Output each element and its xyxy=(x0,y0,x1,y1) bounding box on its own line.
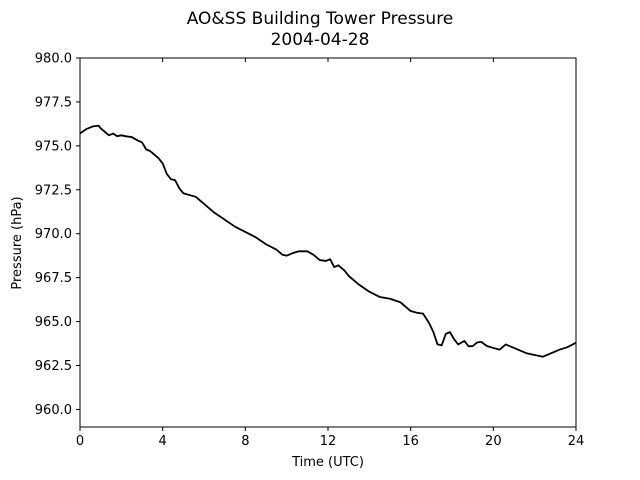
y-tick-label: 975.0 xyxy=(35,139,72,154)
x-tick-label: 12 xyxy=(320,434,337,449)
x-tick-label: 8 xyxy=(241,434,249,449)
y-tick-label: 980.0 xyxy=(35,52,72,67)
x-axis-label: Time (UTC) xyxy=(291,455,364,470)
x-tick-label: 20 xyxy=(485,434,502,449)
y-tick-label: 970.0 xyxy=(35,227,72,242)
y-tick-label: 967.5 xyxy=(35,271,72,286)
x-tick-label: 24 xyxy=(568,434,585,449)
y-tick-label: 965.0 xyxy=(35,315,72,330)
chart-title: AO&SS Building Tower Pressure xyxy=(187,9,454,29)
y-tick-label: 960.0 xyxy=(35,403,72,418)
y-tick-label: 977.5 xyxy=(35,95,72,110)
pressure-line xyxy=(79,124,577,358)
y-tick-label: 962.5 xyxy=(35,359,72,374)
y-axis-label: Pressure (hPa) xyxy=(10,196,25,289)
x-tick-label: 4 xyxy=(159,434,167,449)
y-tick-label: 972.5 xyxy=(35,183,72,198)
plot-frame xyxy=(79,57,577,428)
plot-area xyxy=(79,57,577,428)
y-axis: 960.0 962.5 965.0 967.5 970.0 972.5 975.0 977.5… xyxy=(35,52,80,418)
chart-subtitle: 2004-04-28 xyxy=(271,30,370,50)
x-tick-label: 0 xyxy=(76,434,84,449)
x-axis: 0 4 8 12 16 20 24 xyxy=(76,58,584,449)
x-tick-label: 16 xyxy=(402,434,419,449)
